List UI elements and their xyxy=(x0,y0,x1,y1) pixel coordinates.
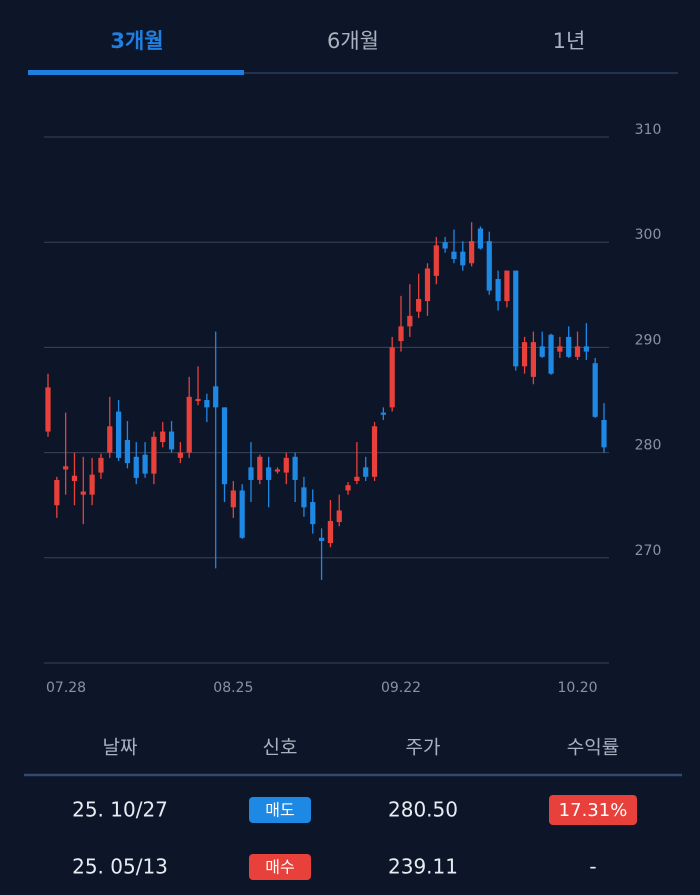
candle-body xyxy=(177,452,183,458)
table-cell: - xyxy=(589,855,596,879)
candle-body xyxy=(71,475,78,482)
candle-body xyxy=(557,346,563,352)
candle-body xyxy=(230,490,236,508)
candle-body xyxy=(107,426,113,453)
candle-body xyxy=(89,474,95,495)
candle-body xyxy=(424,268,431,302)
candle-body xyxy=(195,398,201,402)
candle-body xyxy=(142,454,148,474)
candle-body xyxy=(380,412,386,415)
candle-body xyxy=(213,386,219,408)
candle-body xyxy=(168,431,175,450)
table-cell: 25. 10/27 xyxy=(72,798,168,822)
table-header: 신호 xyxy=(263,737,298,759)
candle-body xyxy=(539,346,545,357)
candle-body xyxy=(327,520,334,544)
candle-body xyxy=(583,346,589,352)
y-tick-label: 300 xyxy=(635,227,662,243)
tab[interactable]: 1년 xyxy=(553,29,586,53)
candle-body xyxy=(601,419,607,448)
candle-body xyxy=(407,315,413,327)
tab-active[interactable]: 3개월 xyxy=(110,29,163,53)
tab-indicator xyxy=(28,70,244,75)
candle-body xyxy=(63,466,69,470)
candle-chart: 270 280 290 300 310 07.28 08.25 09.22 10.20 xyxy=(44,122,661,696)
candle-body xyxy=(98,457,104,473)
candle-body xyxy=(116,411,122,458)
candle-body xyxy=(495,279,501,302)
tab[interactable]: 6개월 xyxy=(327,29,379,53)
candle-body xyxy=(248,467,254,480)
table-header: 주가 xyxy=(406,737,441,759)
x-tick-label: 09.22 xyxy=(381,680,421,696)
candle-body xyxy=(477,228,484,249)
candle-body xyxy=(318,537,325,541)
candle-body xyxy=(521,342,528,367)
candle-body xyxy=(221,407,228,485)
candle-body xyxy=(469,241,475,264)
candle-body xyxy=(371,426,378,477)
candle-body xyxy=(486,241,492,291)
candle-body xyxy=(451,251,457,260)
return-label: 17.31% xyxy=(559,800,628,821)
candle-body xyxy=(530,342,536,377)
candle-body xyxy=(160,431,166,443)
candle-body xyxy=(416,299,422,312)
candle-body xyxy=(45,387,51,432)
candle-body xyxy=(513,270,519,367)
table-header: 수익률 xyxy=(567,737,619,759)
signal-label: 매도 xyxy=(265,801,294,820)
candle-body xyxy=(301,487,307,508)
candle-body xyxy=(124,439,131,464)
signal-label: 매수 xyxy=(265,858,294,877)
candle-body xyxy=(566,336,572,357)
candle-body xyxy=(345,485,351,491)
candle-body xyxy=(433,245,439,276)
candle-body xyxy=(548,334,554,374)
candle-body xyxy=(389,347,395,408)
candle-body xyxy=(257,456,263,480)
candle-body xyxy=(354,476,360,482)
candle-body xyxy=(398,326,404,342)
candle-body xyxy=(186,396,192,453)
candle-body xyxy=(292,456,298,480)
candle-body xyxy=(310,502,316,525)
candle-body xyxy=(239,490,245,538)
y-tick-label: 270 xyxy=(635,543,662,559)
candle-body xyxy=(54,479,60,506)
signal-badge xyxy=(249,854,311,880)
y-tick-label: 290 xyxy=(635,332,662,348)
y-tick-label: 310 xyxy=(635,122,662,138)
table-cell: 280.50 xyxy=(388,798,458,822)
table-cell: 239.11 xyxy=(388,855,458,879)
table-cell: 25. 05/13 xyxy=(72,855,168,879)
y-tick-label: 280 xyxy=(635,438,662,454)
table-header: 날짜 xyxy=(103,737,138,759)
candle-body xyxy=(266,467,272,480)
candle-body xyxy=(574,346,581,357)
candle-body xyxy=(274,469,281,472)
candle-body xyxy=(283,457,289,473)
x-tick-label: 08.25 xyxy=(213,680,253,696)
candle-body xyxy=(80,491,86,495)
candle-body xyxy=(133,456,139,478)
x-tick-label: 07.28 xyxy=(46,680,86,696)
return-badge xyxy=(549,795,637,825)
candle-body xyxy=(151,436,157,474)
candle-body xyxy=(592,363,598,417)
candle-body xyxy=(504,270,510,302)
signal-table: 날짜 신호 주가 수익률 25. 10/27 매도 280.50 17.31% 25. 05/1… xyxy=(24,737,682,880)
x-tick-label: 10.20 xyxy=(557,680,597,696)
candle-body xyxy=(442,242,448,249)
candle-body xyxy=(460,251,466,266)
candle-body xyxy=(336,510,342,523)
candle-body xyxy=(204,400,210,408)
signal-badge xyxy=(249,797,311,823)
candle-body xyxy=(363,467,369,477)
